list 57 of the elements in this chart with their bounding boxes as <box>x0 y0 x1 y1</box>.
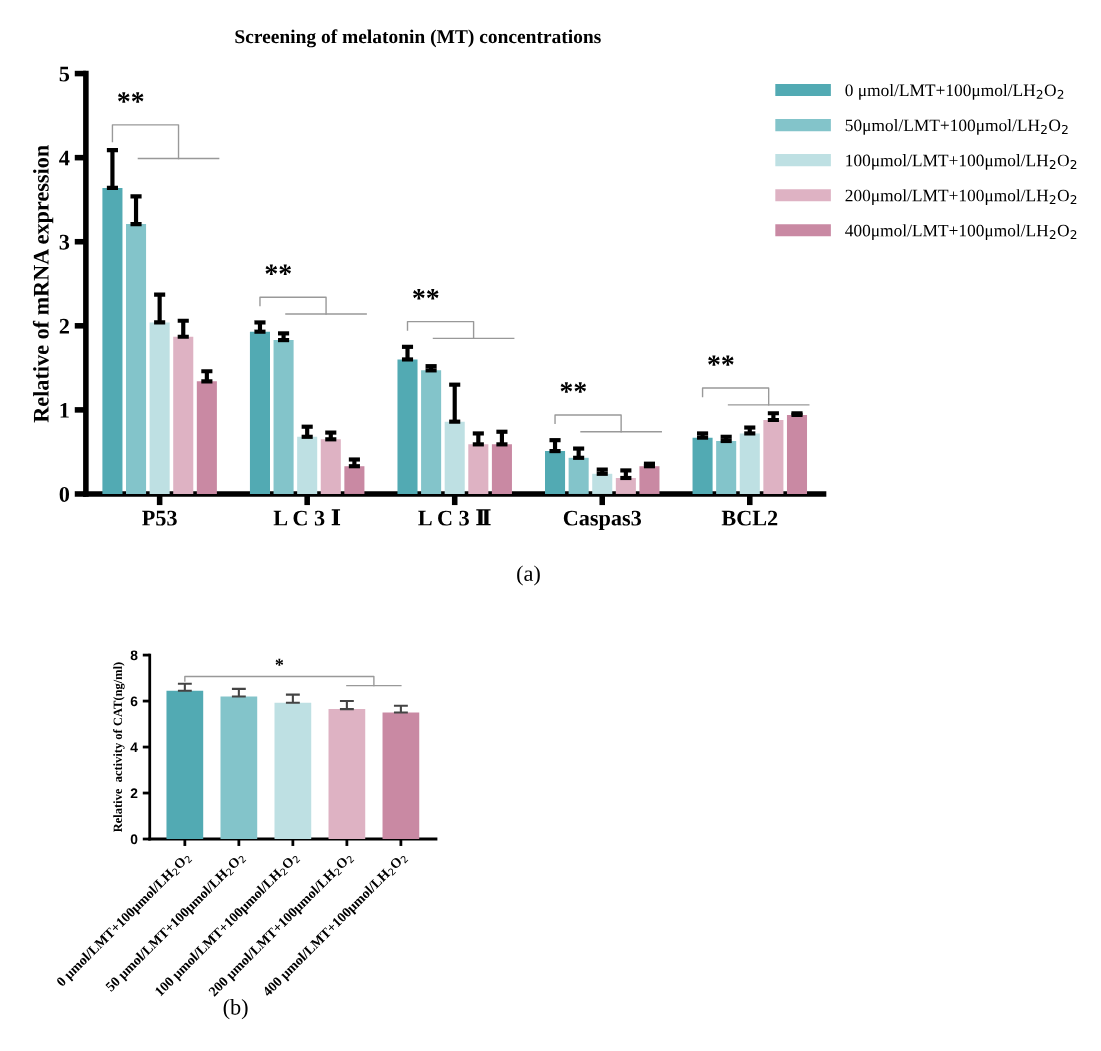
bar <box>739 433 760 494</box>
y-tick-label: 1 <box>60 402 69 418</box>
x-tick-label: Caspas3 <box>563 510 641 531</box>
bar <box>173 336 194 494</box>
bar <box>274 702 312 840</box>
legend-label: 0 μmol/LMT+100μmol/LH$_{2}$O$_{2}$ <box>845 83 1064 100</box>
x-tick-label: BCL2 <box>721 510 778 526</box>
bar <box>444 421 465 494</box>
bar <box>320 439 341 494</box>
bar <box>468 444 489 494</box>
bar <box>297 436 318 494</box>
text: (a) <box>517 565 540 586</box>
bar <box>149 322 170 494</box>
legend-label: 200μmol/LMT+100μmol/LH$_{2}$O$_{2}$ <box>845 189 1077 205</box>
y-tick-label: 8 <box>130 650 138 661</box>
y-axis-title: Relative of mRNA expression <box>32 145 54 423</box>
bar <box>568 457 589 494</box>
bar <box>397 359 418 494</box>
bar <box>166 690 204 840</box>
x-tick-label: P53 <box>142 510 177 526</box>
bar <box>545 451 566 494</box>
bar <box>328 709 366 840</box>
legend-label: 50μmol/LMT+100μmol/LH$_{2}$O$_{2}$ <box>845 119 1068 135</box>
text: (b) <box>223 999 248 1020</box>
bar <box>344 466 365 494</box>
bar <box>249 331 270 494</box>
bar <box>786 414 808 494</box>
y-tick-label: 0 <box>59 486 70 502</box>
y-tick-label: 4 <box>59 150 70 166</box>
bar <box>273 340 294 494</box>
bar <box>763 419 784 494</box>
chart-title: Screening of melatonin (MT) concentrations <box>235 29 601 48</box>
y-tick-label: 2 <box>130 788 138 799</box>
annotation: * <box>275 658 284 666</box>
annotation: ** <box>265 264 291 276</box>
y-tick-label: 4 <box>130 742 138 753</box>
bar <box>196 381 217 494</box>
annotation: ** <box>413 288 439 300</box>
legend-label: 100μmol/LMT+100μmol/LH$_{2}$O$_{2}$ <box>846 154 1077 170</box>
bar <box>382 712 420 840</box>
x-tick-label: L C 3 Ⅱ <box>418 509 491 526</box>
bar <box>491 444 512 494</box>
y-tick-label: 0 <box>130 834 138 845</box>
x-tick-label: L C 3 Ⅰ <box>273 509 341 526</box>
bar <box>102 187 123 494</box>
annotation: ** <box>560 382 587 393</box>
annotation: ** <box>708 355 734 366</box>
annotation: ** <box>117 92 144 103</box>
y-tick-label: 3 <box>59 234 70 250</box>
bar <box>220 696 258 840</box>
y-axis-title: Relative activity of CAT(ng/ml) <box>113 662 125 833</box>
legend-label: 400μmol/LMT+100μmol/LH$_{2}$O$_{2}$ <box>845 224 1077 240</box>
y-tick-label: 5 <box>59 66 70 82</box>
y-tick-label: 2 <box>59 318 69 334</box>
y-tick-label: 6 <box>130 696 138 707</box>
bar <box>639 466 660 494</box>
bar <box>126 224 147 494</box>
